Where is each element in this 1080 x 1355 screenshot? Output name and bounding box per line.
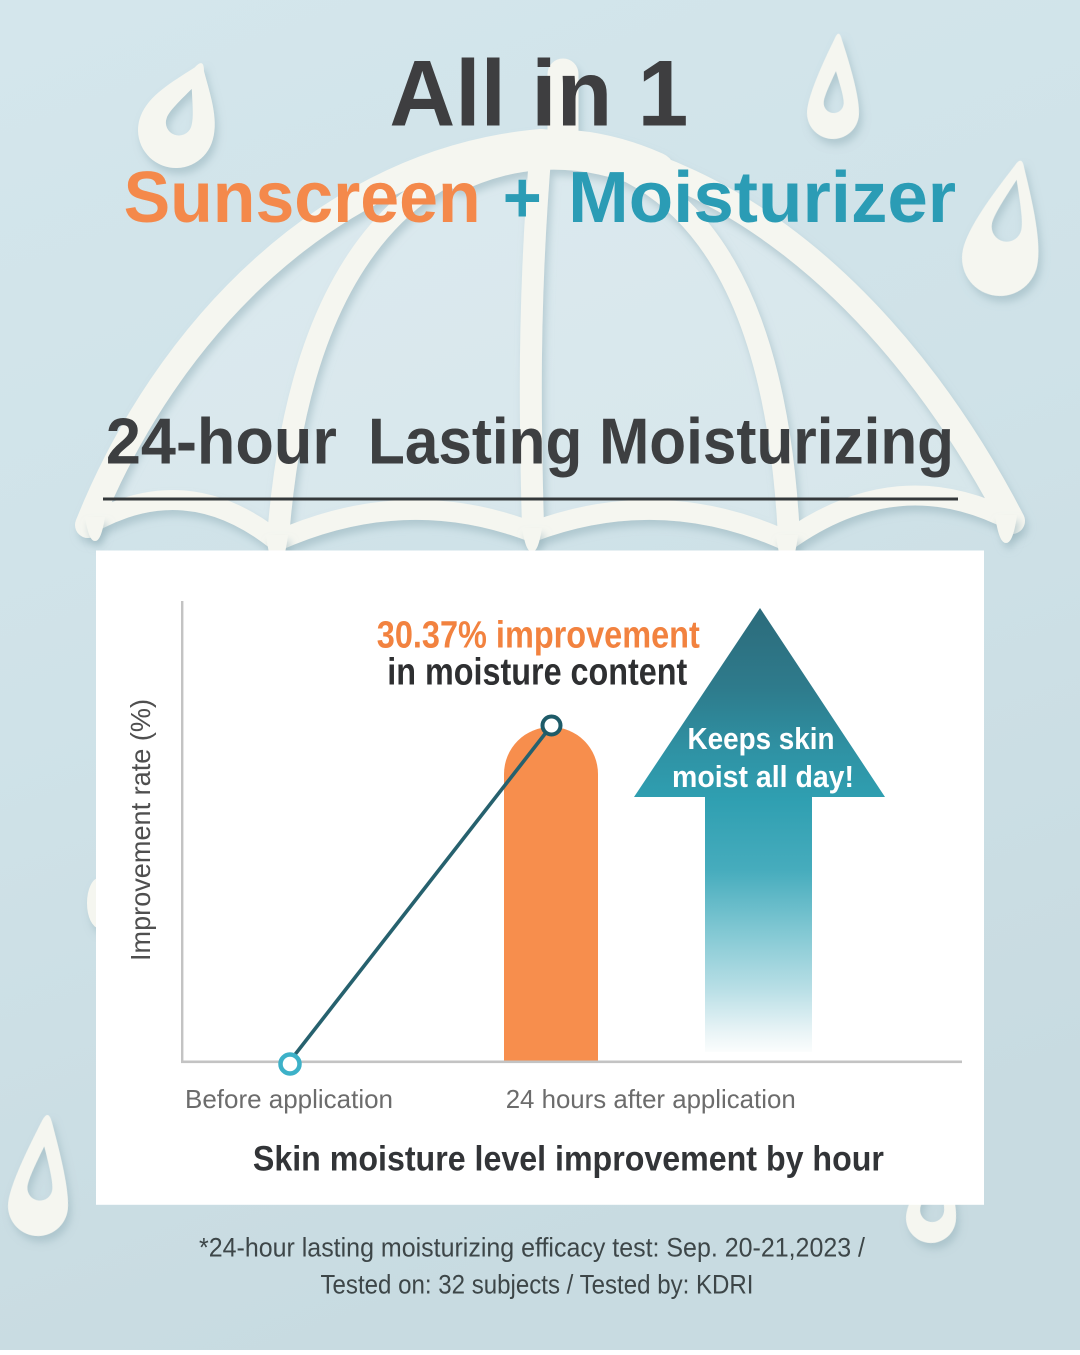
svg-text:24 hours after application: 24 hours after application [506,1084,796,1114]
svg-text:Tested on: 32 subjects / Teste: Tested on: 32 subjects / Tested by: KDRI [321,1269,754,1299]
svg-text:Keeps skin: Keeps skin [688,721,835,756]
svg-text:moist all day!: moist all day! [672,759,854,794]
svg-text:30.37% improvement: 30.37% improvement [377,615,700,657]
svg-text:Sunscreen: Sunscreen [124,158,481,238]
svg-text:*24-hour lasting moisturizing: *24-hour lasting moisturizing efficacy t… [199,1233,866,1263]
svg-text:Moisturizer: Moisturizer [568,158,956,238]
svg-text:+: + [503,158,542,238]
svg-text:Skin moisture level improvemen: Skin moisture level improvement by hour [253,1139,884,1179]
svg-text:Before application: Before application [185,1084,393,1114]
svg-text:Lasting Moisturizing: Lasting Moisturizing [368,406,954,478]
svg-text:Improvement rate (%): Improvement rate (%) [125,699,156,961]
svg-text:24-hour: 24-hour [106,406,337,478]
svg-text:All in 1: All in 1 [389,41,688,146]
svg-text:in moisture content: in moisture content [387,651,687,693]
